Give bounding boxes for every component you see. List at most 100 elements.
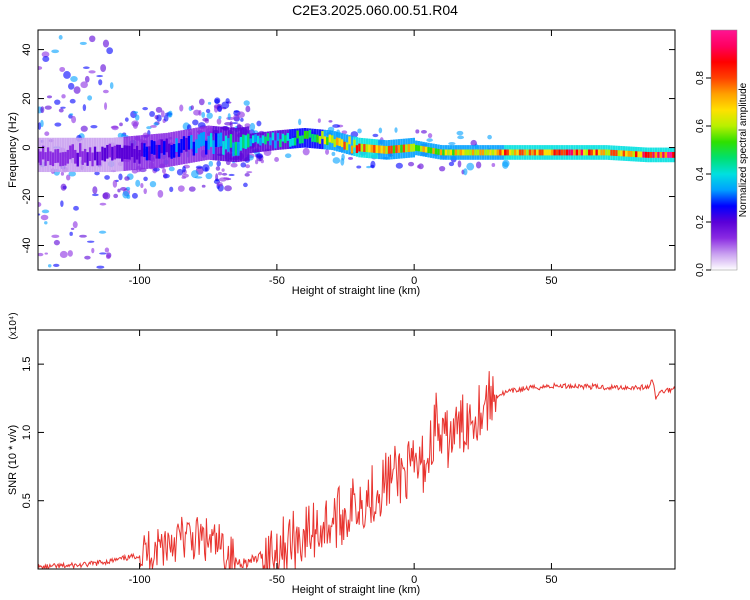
y-tick-label: -20 xyxy=(21,189,33,205)
spectrogram-cell xyxy=(504,149,507,156)
spectrogram-cell xyxy=(98,79,103,86)
spectrogram-cell xyxy=(100,64,107,72)
spectrogram-cell xyxy=(484,149,487,156)
spectrogram-cell xyxy=(605,149,608,156)
spectrogram-cell xyxy=(125,186,131,191)
spectrogram-cell xyxy=(568,149,571,156)
spectrogram-cell xyxy=(169,186,174,193)
spectrogram-cell xyxy=(40,106,45,114)
spectrogram-cell xyxy=(53,263,60,267)
spectrogram-cell xyxy=(308,129,312,138)
spectrogram-cell xyxy=(350,145,354,154)
spectrogram-cell xyxy=(318,135,322,144)
spectrogram-cell xyxy=(303,130,307,139)
spectrogram-cell xyxy=(363,144,366,152)
spectrogram-cell xyxy=(533,149,537,156)
snr-y-label: SNR (10 * v/v) xyxy=(7,425,19,495)
spectrogram-cell xyxy=(165,138,168,153)
spectrogram-cell xyxy=(157,190,164,198)
spectrogram-cell xyxy=(38,213,41,216)
spectrogram-cell xyxy=(657,151,660,158)
spectrogram-cell xyxy=(380,145,383,154)
spectrogram-y-label: Frequency (Hz) xyxy=(7,112,19,188)
spectrogram-cell xyxy=(647,151,650,158)
spectrogram-cell xyxy=(345,142,349,151)
spectrogram-cell xyxy=(140,142,144,157)
spectrogram-cell xyxy=(331,151,336,156)
spectrogram-cell xyxy=(456,130,464,136)
spectrogram-cell xyxy=(89,35,96,43)
spectrogram-cell xyxy=(321,131,324,139)
spectrogram-cell xyxy=(378,127,383,134)
snr-series-line xyxy=(38,371,675,569)
spectrogram-cell xyxy=(51,152,55,167)
spectrogram-cell xyxy=(526,149,529,156)
spectrogram-cell xyxy=(261,135,265,144)
spectrogram-cell xyxy=(82,66,90,70)
spectrogram-cell xyxy=(588,149,591,156)
spectrogram-cell xyxy=(516,149,519,156)
spectrogram-cell xyxy=(302,147,310,156)
spectrogram-cell xyxy=(479,149,482,156)
spectrogram-cell xyxy=(124,117,129,122)
figure-title: C2E3.2025.060.00.51.R04 xyxy=(292,2,458,18)
spectrogram-cell xyxy=(249,122,256,131)
spectrogram-cell xyxy=(602,149,606,156)
spectrogram-cell xyxy=(254,132,257,153)
spectrogram-ridge xyxy=(38,35,675,270)
x-tick-label: 50 xyxy=(545,275,557,287)
spectrogram-cell xyxy=(341,153,345,161)
spectrogram-cell xyxy=(610,149,613,156)
spectrogram-cell xyxy=(215,178,220,182)
spectrogram-cell xyxy=(123,145,126,160)
spectrogram-cell xyxy=(256,135,260,144)
spectrogram-cell xyxy=(244,172,250,177)
snr-frame xyxy=(37,329,676,570)
spectrogram-cell xyxy=(426,138,433,142)
spectrogram-cell xyxy=(59,250,68,258)
spectrogram-cell xyxy=(207,101,212,105)
spectrogram-cell xyxy=(491,162,496,168)
spectrogram-cell xyxy=(470,139,477,147)
spectrogram-cell xyxy=(71,115,77,124)
colorbar-frame xyxy=(710,29,738,271)
y-tick-label: 20 xyxy=(21,92,33,104)
spectrogram-y-axis: -40 -20 0 20 40 xyxy=(21,43,675,253)
spectrogram-cell xyxy=(142,107,148,111)
spectrogram-cell xyxy=(138,149,141,164)
spectrogram-cell xyxy=(442,149,445,156)
spectrogram-cell xyxy=(457,149,460,156)
spectrogram-cell xyxy=(205,172,213,180)
spectrogram-cell xyxy=(69,145,72,160)
spectrogram-cell xyxy=(439,149,443,156)
spectrogram-cell xyxy=(208,160,214,167)
spectrogram-cell xyxy=(44,152,47,166)
spectrogram-cell xyxy=(637,151,640,158)
spectrogram-cell xyxy=(167,143,171,158)
spectrogram-cell xyxy=(291,137,294,146)
spectrogram-cell xyxy=(228,173,235,177)
spectrogram-cell xyxy=(583,149,586,156)
spectrogram-cell xyxy=(206,112,213,119)
spectrogram-cell xyxy=(508,149,512,156)
spectrogram-cell xyxy=(205,140,208,155)
spectrogram-cell xyxy=(249,138,252,147)
spectrogram-cell xyxy=(134,114,140,121)
spectrogram-cell xyxy=(274,130,277,151)
spectrogram-cell xyxy=(158,144,161,159)
spectrogram-cell xyxy=(575,149,579,156)
spectrogram-cell xyxy=(66,149,70,164)
spectrogram-x-label: Height of straight line (km) xyxy=(292,285,420,297)
spectrogram-cell xyxy=(156,114,162,122)
spectrogram-cell xyxy=(593,149,596,156)
spectrogram-cell xyxy=(340,139,344,148)
spectrogram-cell xyxy=(46,147,50,162)
spectrogram-cell xyxy=(459,149,462,156)
spectrogram-cell xyxy=(245,164,251,169)
spectrogram-cell xyxy=(531,149,534,156)
spectrogram-cell xyxy=(68,171,76,177)
spectrogram-cell xyxy=(644,151,648,158)
spectrogram-cell xyxy=(188,186,196,192)
spectrogram-cell xyxy=(570,149,574,156)
spectrogram-cell xyxy=(523,149,527,156)
